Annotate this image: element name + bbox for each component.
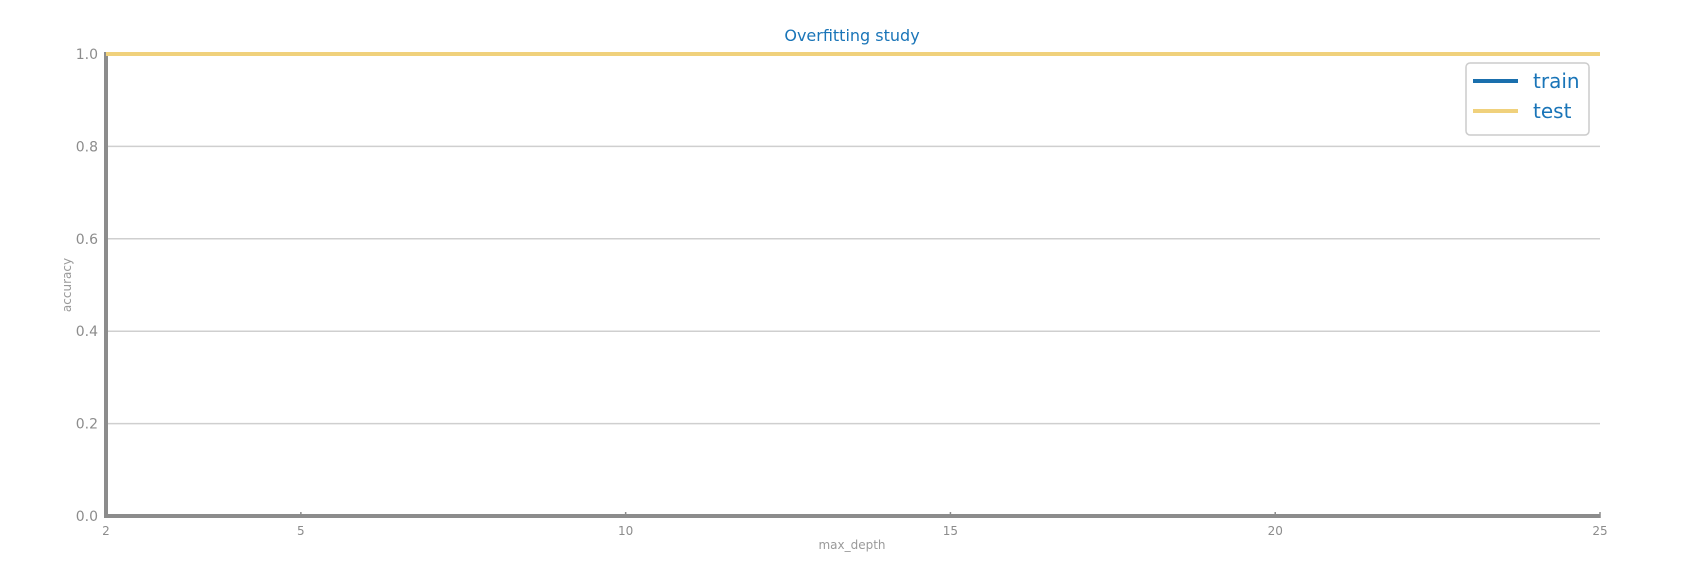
x-tick-label: 2 bbox=[102, 524, 110, 538]
y-tick-label: 0.0 bbox=[76, 509, 98, 525]
y-tick-label: 0.2 bbox=[76, 417, 98, 433]
axis-layer bbox=[104, 52, 1601, 518]
x-tick-label: 20 bbox=[1268, 524, 1283, 538]
legend-label-train: train bbox=[1533, 69, 1580, 93]
y-tick-label: 0.6 bbox=[76, 232, 98, 248]
label-layer: Overfitting study max_depth accuracy 0.0… bbox=[60, 26, 1608, 552]
legend: train test bbox=[1465, 62, 1590, 136]
x-tick-label: 15 bbox=[943, 524, 958, 538]
x-tick-label: 5 bbox=[297, 524, 305, 538]
x-tick-label: 25 bbox=[1592, 524, 1607, 538]
y-axis-label: accuracy bbox=[60, 258, 74, 312]
legend-label-test: test bbox=[1533, 99, 1572, 123]
y-tick-label: 1.0 bbox=[76, 47, 98, 63]
y-tick-label: 0.4 bbox=[76, 324, 98, 340]
chart-title: Overfitting study bbox=[784, 26, 919, 45]
x-axis-label: max_depth bbox=[818, 538, 885, 552]
grid-layer bbox=[106, 53, 1600, 425]
x-tick-label: 10 bbox=[618, 524, 633, 538]
y-tick-label: 0.8 bbox=[76, 139, 98, 155]
